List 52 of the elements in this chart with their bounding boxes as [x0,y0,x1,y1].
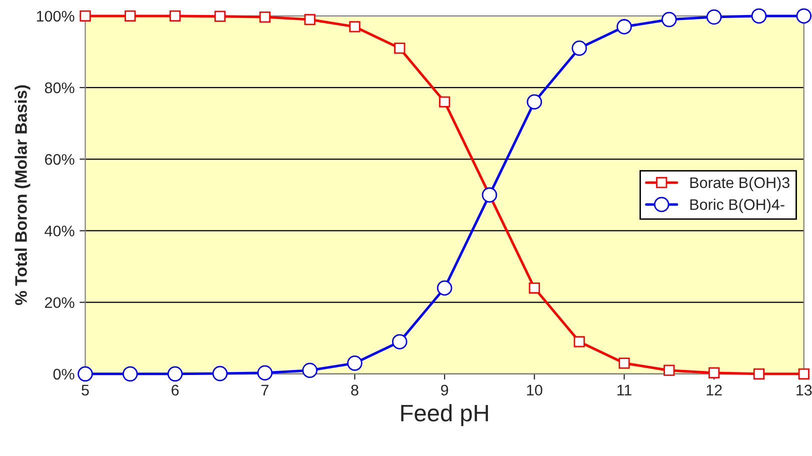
point [753,368,765,380]
x-tick-label: 7 [261,384,268,396]
y-axis-title: % Total Boron (Molar Basis) [14,85,30,306]
y-tick-label: 100% [36,10,74,22]
legend-label: Boric B(OH)4- [690,198,784,213]
x-tick-label: 13 [796,384,812,396]
point [439,96,450,108]
x-tick-label: 5 [82,384,89,396]
point [302,362,318,378]
x-axis-title: Feed pH [401,404,488,426]
point [259,11,270,23]
legend-label: Borate B(OH)3 [690,176,790,192]
point [167,366,183,382]
point [798,368,810,380]
point [574,336,585,348]
point [304,14,316,26]
point [214,10,226,22]
point [347,356,362,371]
point [78,366,93,382]
point [618,358,630,369]
point [257,365,273,380]
point [436,280,452,296]
point [616,19,632,34]
x-tick-label: 12 [706,384,722,396]
point [796,8,812,24]
point [170,10,181,22]
point [80,10,91,22]
x-tick-label: 11 [617,384,632,396]
y-tick-label: 40% [44,226,74,236]
point [528,282,540,294]
point [708,367,720,378]
point [122,366,138,382]
y-tick-label: 80% [44,82,74,94]
x-tick-label: 8 [351,384,358,396]
point [664,364,675,376]
x-tick-label: 9 [441,384,448,396]
y-tick-label: 60% [45,154,74,165]
y-tick-label: 0% [53,368,74,380]
point [482,187,498,203]
point [124,10,136,22]
point [662,12,677,28]
point [212,366,228,382]
point [751,8,767,24]
x-tick-label: 10 [527,384,542,396]
x-tick-label: 6 [172,384,179,396]
point [349,21,360,32]
point [526,94,542,110]
point [572,40,587,56]
point [392,334,408,350]
point [394,42,406,54]
point [706,9,722,25]
y-tick-label: 20% [45,297,74,308]
